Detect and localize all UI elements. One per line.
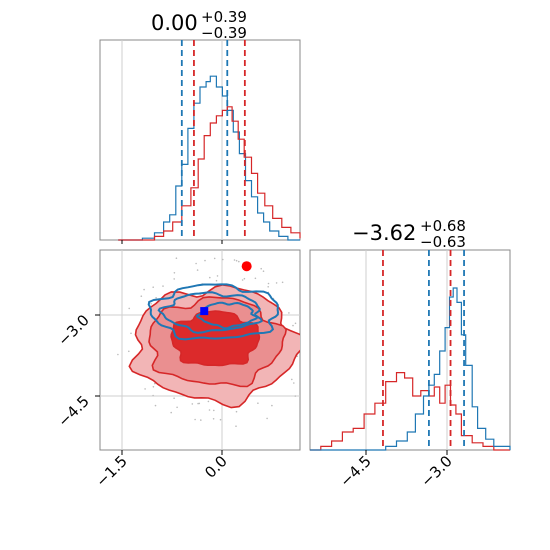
scatter-point	[192, 403, 194, 405]
scatter-point	[141, 295, 143, 297]
title-param2-value: −3.62	[352, 221, 416, 245]
scatter-point	[268, 283, 270, 285]
panel-bottom-left	[100, 250, 305, 450]
scatter-point	[209, 277, 211, 279]
scatter-point	[216, 280, 218, 282]
scatter-point	[200, 419, 202, 421]
scatter-point	[153, 386, 155, 388]
scatter-point	[130, 333, 132, 335]
scatter-point	[288, 312, 290, 314]
scatter-point	[260, 268, 262, 270]
scatter-point	[197, 269, 199, 271]
panel-bottom-right-frame	[310, 250, 510, 450]
tick-label-x-param2-2: −3.0	[417, 452, 455, 490]
scatter-point	[293, 382, 295, 384]
scatter-point	[257, 402, 259, 404]
title-param1: 0.00 +0.39 −0.39	[151, 8, 247, 42]
scatter-point	[208, 401, 210, 403]
scatter-point	[295, 395, 297, 397]
scatter-point	[276, 282, 278, 284]
panel-top-left	[100, 40, 300, 240]
scatter-point	[143, 289, 145, 291]
tick-label-x-param1-1: −1.5	[92, 452, 130, 490]
scatter-point	[195, 263, 197, 265]
scatter-point	[176, 407, 178, 409]
tick-label-x-param1-2: 0.0	[201, 452, 231, 482]
scatter-point	[214, 258, 216, 260]
scatter-point	[244, 278, 246, 280]
scatter-point	[152, 395, 154, 397]
scatter-point	[304, 348, 306, 350]
tick-label-x-param2-1: −4.5	[336, 452, 374, 490]
scatter-point	[234, 259, 236, 261]
scatter-point	[282, 282, 284, 284]
scatter-point	[176, 257, 178, 259]
scatter-point	[162, 285, 164, 287]
scatter-point	[150, 303, 152, 305]
scatter-point	[236, 411, 238, 413]
title-param2-minus: −0.63	[420, 233, 466, 251]
scatter-point	[271, 405, 273, 407]
tick-label-y-param2-1: −3.0	[54, 311, 92, 349]
marker-blue-square	[200, 307, 208, 315]
scatter-point	[174, 272, 176, 274]
tick-label-y-param2-2: −4.5	[54, 392, 92, 430]
scatter-point	[220, 419, 222, 421]
scatter-point	[263, 270, 265, 272]
scatter-point	[267, 286, 269, 288]
scatter-point	[128, 351, 130, 353]
scatter-point	[236, 260, 238, 262]
scatter-point	[170, 412, 172, 414]
scatter-point	[217, 275, 219, 277]
scatter-point	[144, 388, 146, 390]
scatter-point	[295, 323, 297, 325]
scatter-point	[152, 286, 154, 288]
scatter-point	[292, 325, 294, 327]
scatter-point	[266, 418, 268, 420]
scatter-point	[194, 419, 196, 421]
panel-top-left-frame	[100, 40, 300, 240]
scatter-point	[291, 379, 293, 381]
scatter-point	[155, 405, 157, 407]
scatter-point	[209, 409, 211, 411]
title-param1-value: 0.00	[151, 11, 198, 35]
scatter-point	[155, 297, 157, 299]
marker-red-circle	[242, 261, 252, 271]
title-param2: −3.62 +0.68 −0.63	[352, 217, 466, 251]
scatter-point	[213, 418, 215, 420]
scatter-point	[117, 354, 119, 356]
scatter-point	[235, 425, 237, 427]
scatter-point	[255, 278, 257, 280]
scatter-point	[128, 308, 130, 310]
title-param1-minus: −0.39	[201, 24, 247, 42]
scatter-point	[238, 261, 240, 263]
scatter-point	[173, 397, 175, 399]
scatter-point	[213, 410, 215, 412]
scatter-point	[173, 278, 175, 280]
scatter-point	[242, 279, 244, 281]
panel-bottom-right	[310, 250, 510, 450]
scatter-point	[204, 260, 206, 262]
scatter-point	[222, 259, 224, 261]
scatter-point	[197, 403, 199, 405]
